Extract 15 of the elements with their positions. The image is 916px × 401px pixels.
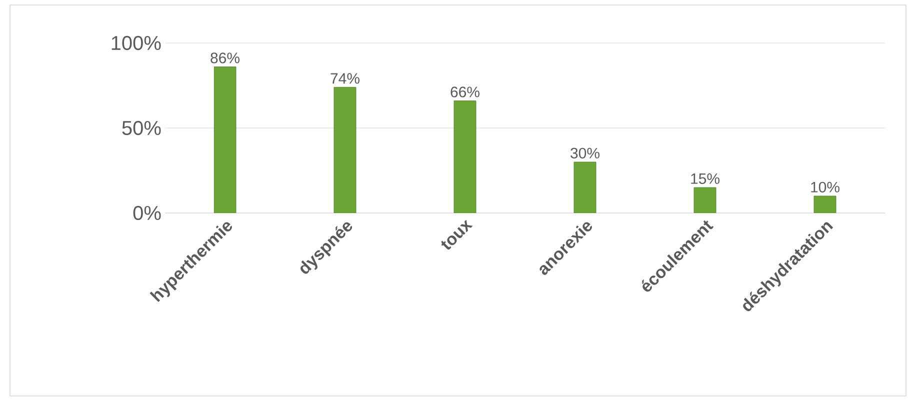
- bar: [814, 196, 836, 213]
- bar: [454, 100, 476, 213]
- y-tick-label: 100%: [112, 36, 161, 50]
- bar: [574, 162, 596, 213]
- bar: [694, 187, 716, 213]
- data-label: 66%: [450, 86, 480, 98]
- data-label: 15%: [691, 173, 720, 184]
- bar: [334, 86, 356, 213]
- data-label: 74%: [330, 73, 360, 84]
- data-label: 86%: [210, 52, 240, 64]
- y-tick-label: 50%: [122, 120, 161, 136]
- data-label: 10%: [811, 182, 840, 192]
- bar: [214, 66, 236, 213]
- y-tick-label: 0%: [133, 206, 161, 220]
- data-label: 30%: [570, 148, 600, 158]
